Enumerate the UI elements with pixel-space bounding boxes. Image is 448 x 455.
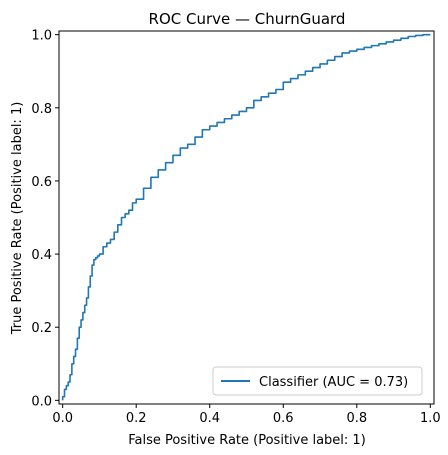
y-tick-label: 0.0 [31, 394, 52, 409]
legend: Classifier (AUC = 0.73) [212, 366, 423, 396]
x-tick-label: 1.0 [420, 411, 441, 426]
x-tick-label: 0.2 [126, 411, 147, 426]
y-tick-label: 0.8 [31, 102, 52, 117]
legend-box [212, 366, 423, 396]
x-tick-label: 0.4 [199, 411, 220, 426]
y-tick-label: 0.4 [31, 248, 52, 263]
x-tick-label: 0.0 [52, 411, 73, 426]
y-axis-label: True Positive Rate (Positive label: 1) [10, 102, 25, 336]
x-axis-label: False Positive Rate (Positive label: 1) [128, 433, 366, 448]
axis-ticks: 0.0 0.2 0.4 0.6 0.8 1.0 0.0 0.2 0.4 0.6 0.8 1.0 [31, 29, 440, 426]
chart-title: ROC Curve — ChurnGuard [149, 10, 346, 28]
legend-label: Classifier (AUC = 0.73) [259, 375, 408, 390]
roc-curve-line [61, 33, 431, 401]
plot-frame [58, 30, 435, 405]
x-tick-label: 0.6 [273, 411, 294, 426]
y-tick-label: 1.0 [31, 29, 52, 44]
x-tick-label: 0.8 [346, 411, 367, 426]
y-tick-label: 0.6 [31, 175, 52, 190]
series-layer [61, 33, 431, 401]
y-tick-label: 0.2 [31, 321, 52, 336]
